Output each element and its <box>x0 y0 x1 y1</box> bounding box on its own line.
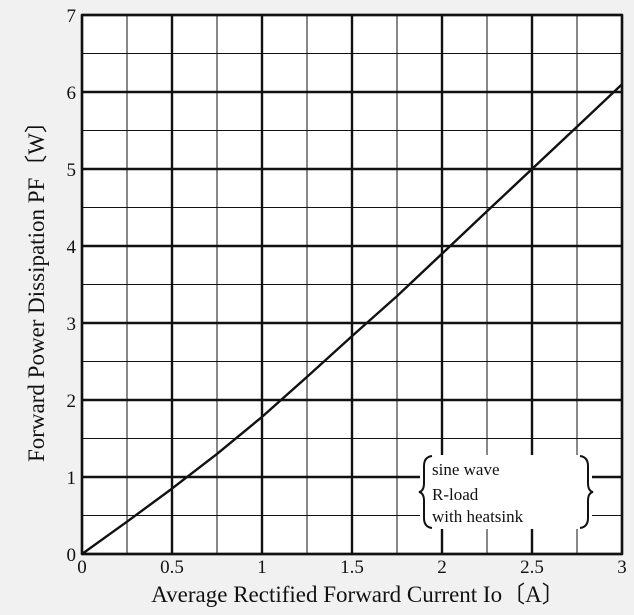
plot-frame <box>80 13 624 556</box>
series-line <box>81 83 623 555</box>
x-tick-label: 3 <box>617 557 627 578</box>
series-layer <box>81 83 623 555</box>
y-tick-label: 0 <box>67 545 77 566</box>
annotation-background <box>420 455 592 529</box>
x-tick-label: 1 <box>257 557 267 578</box>
left-brace <box>418 455 433 529</box>
y-tick-labels: 0 1 2 3 4 5 6 7 <box>67 6 77 566</box>
x-axis-title: Average Rectified Forward Current Io〔A〕 <box>151 582 564 607</box>
x-tick-label: 0.5 <box>160 557 184 578</box>
condition-annotation: sine wave R-load with heatsink <box>418 455 594 529</box>
y-tick-label: 2 <box>67 391 77 412</box>
annotation-line-with-heatsink: with heatsink <box>432 507 524 526</box>
y-tick-label: 6 <box>67 83 77 104</box>
x-tick-label: 1.5 <box>340 557 364 578</box>
y-tick-label: 7 <box>67 6 77 27</box>
y-tick-label: 1 <box>67 468 77 489</box>
annotation-line-r-load: R-load <box>432 485 479 504</box>
x-tick-label: 2 <box>437 557 447 578</box>
right-brace <box>579 455 594 529</box>
y-tick-label: 5 <box>67 160 77 181</box>
x-tick-label: 2.5 <box>520 557 544 578</box>
x-tick-label: 0 <box>77 557 87 578</box>
y-tick-label: 3 <box>67 314 77 335</box>
annotation-line-sine-wave: sine wave <box>432 460 500 479</box>
y-tick-label: 4 <box>67 237 77 258</box>
x-tick-labels: 0 0.5 1 1.5 2 2.5 3 <box>77 557 627 578</box>
y-axis-title: Forward Power Dissipation PF〔W〕 <box>24 110 49 462</box>
